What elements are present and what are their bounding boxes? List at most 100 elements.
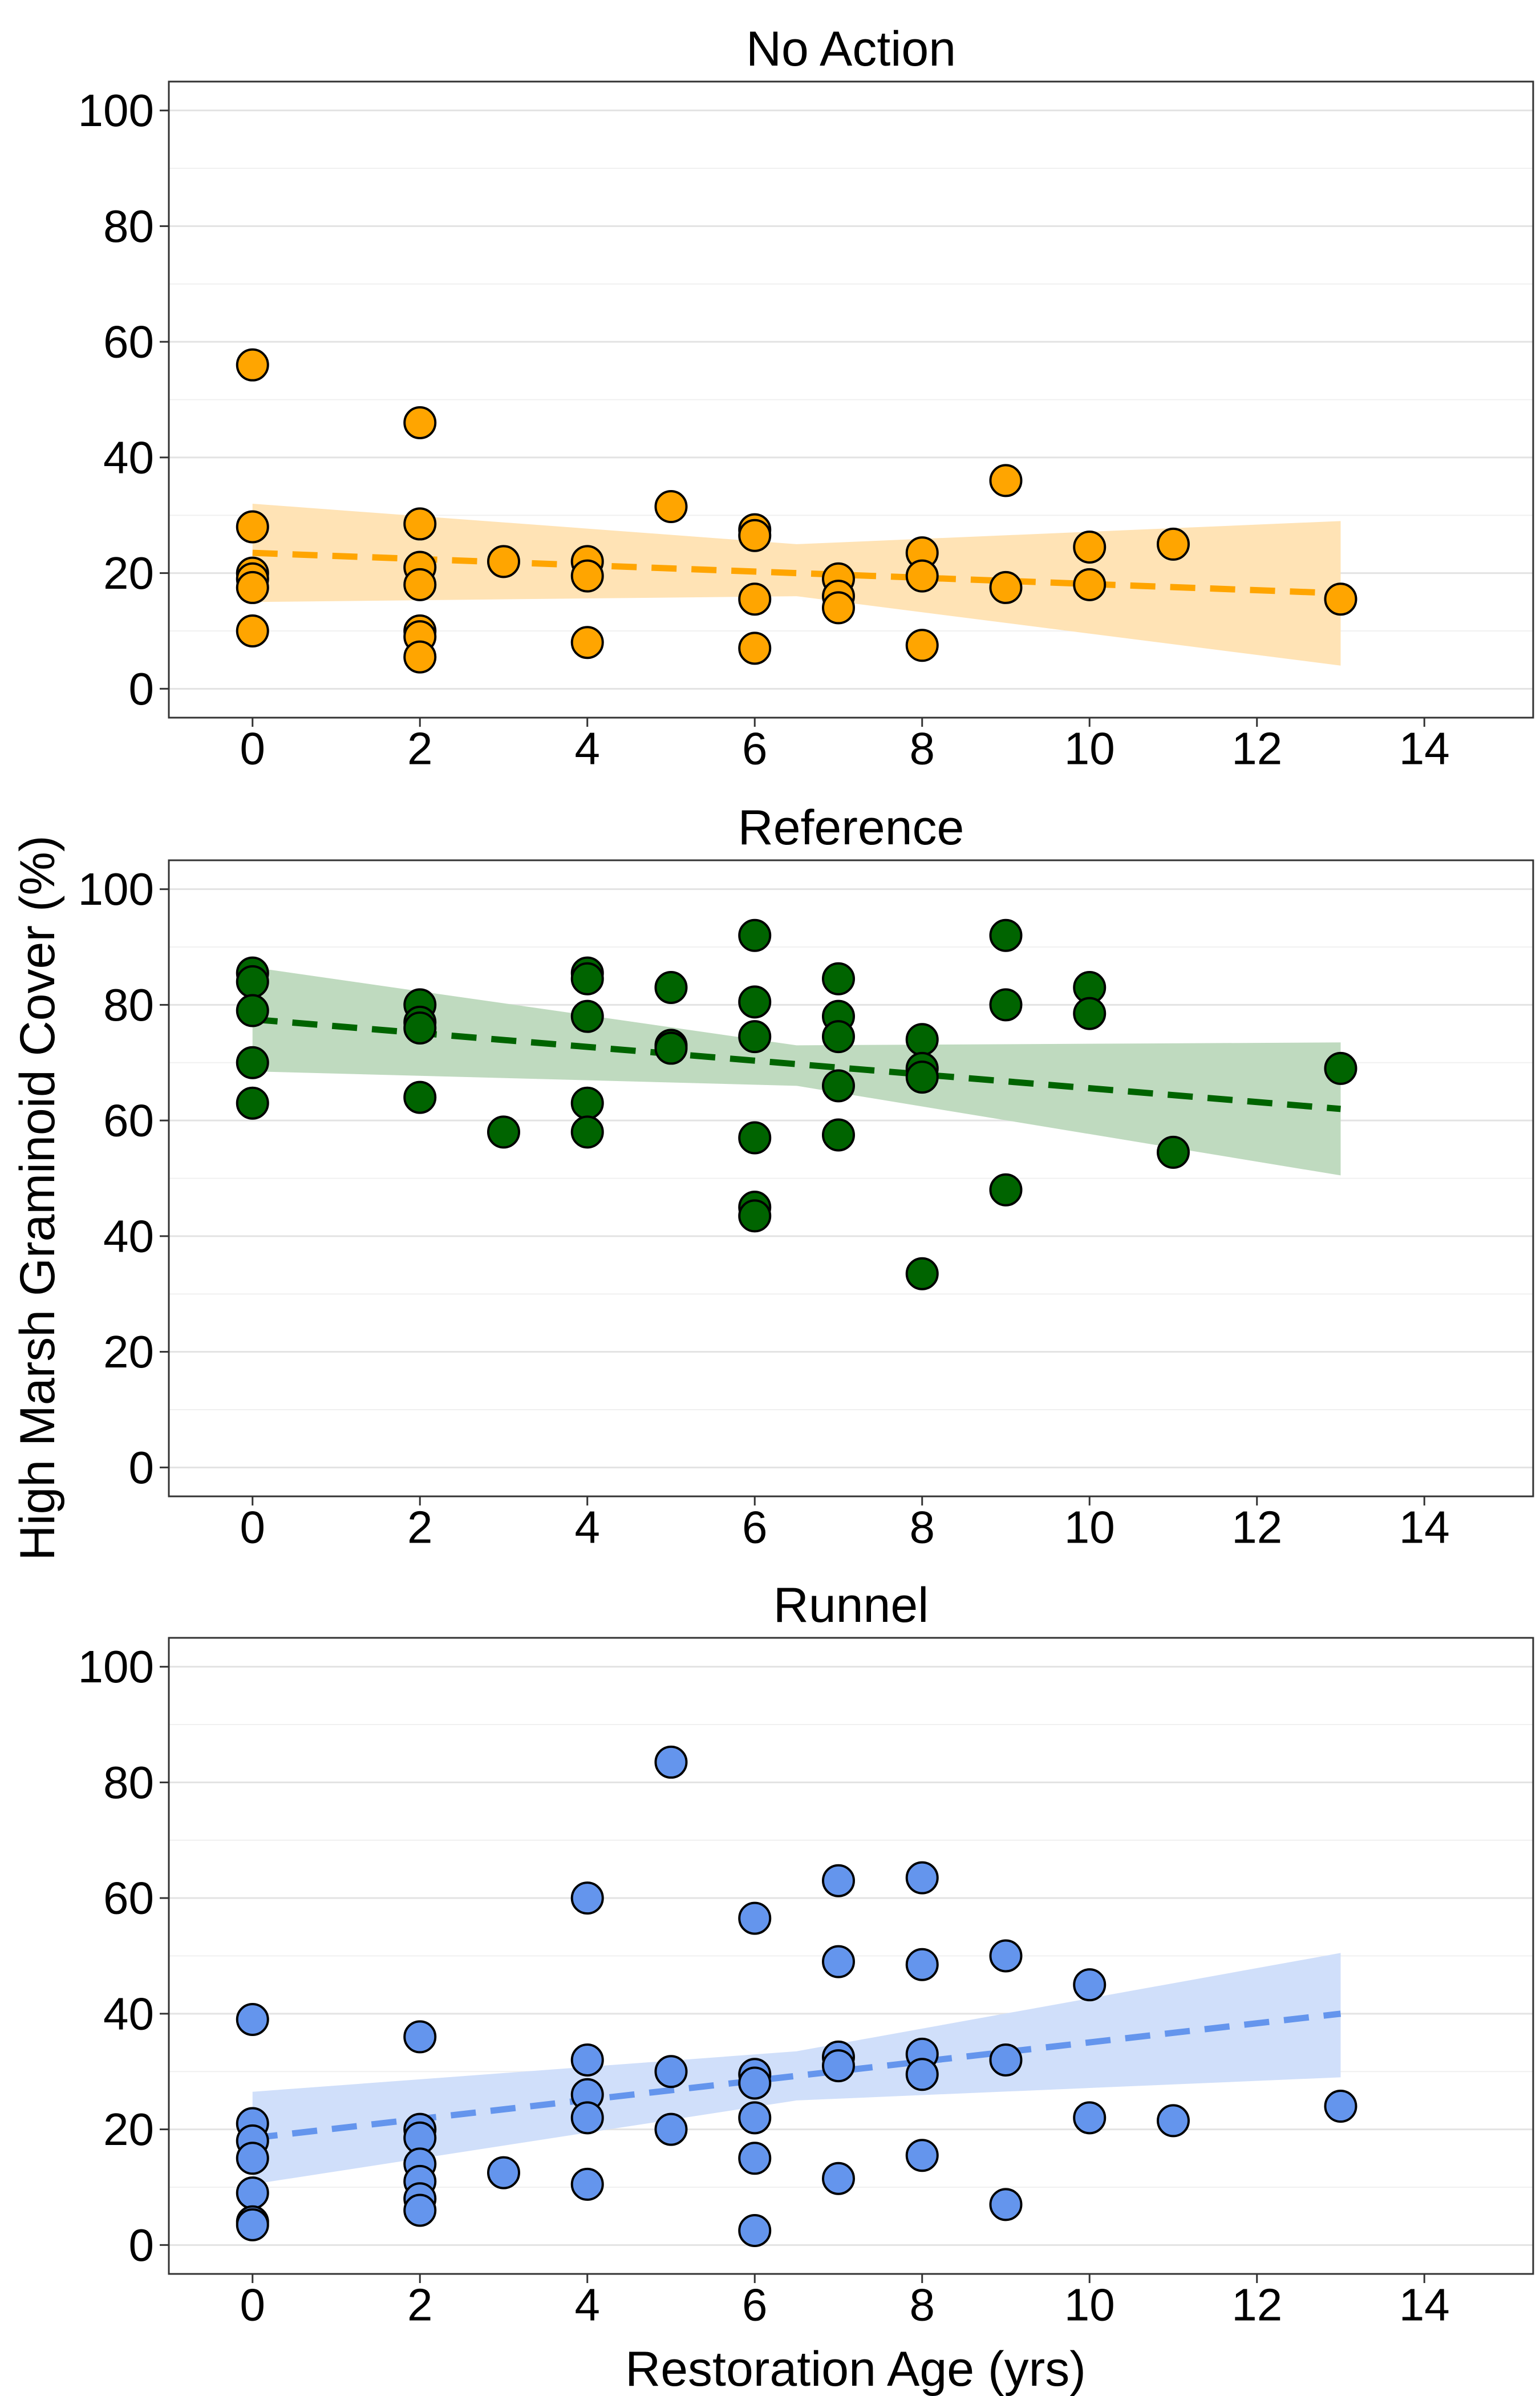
- data-point: [236, 348, 269, 382]
- data-point: [570, 1086, 604, 1120]
- data-point: [905, 2139, 939, 2172]
- x-tick-label: 6: [742, 2280, 768, 2330]
- data-point: [1073, 1968, 1107, 2002]
- x-tick-label: 10: [1064, 723, 1115, 774]
- data-point: [236, 1046, 269, 1079]
- data-point: [236, 2208, 269, 2241]
- data-point: [403, 406, 437, 440]
- data-point: [236, 570, 269, 604]
- x-tick-label: 4: [574, 2280, 600, 2330]
- panel-title: Reference: [738, 800, 964, 855]
- data-point: [905, 629, 939, 662]
- x-tick-label: 6: [742, 723, 768, 774]
- data-point: [821, 962, 855, 995]
- data-point: [821, 1118, 855, 1152]
- data-point: [821, 2162, 855, 2195]
- data-point: [236, 2176, 269, 2210]
- x-tick-label: 4: [574, 1502, 600, 1553]
- data-point: [905, 1061, 939, 1094]
- data-point: [403, 1011, 437, 1045]
- data-point: [738, 1020, 772, 1054]
- y-tick-label: 20: [103, 2104, 154, 2155]
- y-tick-label: 40: [103, 432, 154, 483]
- data-point: [654, 490, 688, 524]
- panel-title: No Action: [746, 22, 956, 76]
- plot-frame: [168, 859, 1534, 1498]
- data-point: [738, 2101, 772, 2135]
- y-tick-label: 60: [103, 1095, 154, 1146]
- y-tick-label: 60: [103, 317, 154, 367]
- data-point: [403, 640, 437, 674]
- data-point: [570, 1115, 604, 1149]
- data-point: [738, 582, 772, 616]
- data-point: [570, 1881, 604, 1915]
- data-point: [654, 971, 688, 1004]
- data-point: [738, 1199, 772, 1233]
- data-point: [905, 1257, 939, 1290]
- panel-no-action: No Action 0 20 40 60 80 100 0 2 4 6 8 10 12 14: [78, 22, 1534, 774]
- y-axis-title: High Marsh Graminoid Cover (%): [10, 835, 65, 1560]
- x-tick-label: 2: [407, 723, 433, 774]
- data-point: [1073, 2101, 1107, 2135]
- data-point: [738, 632, 772, 665]
- plot-frame: [168, 80, 1534, 719]
- y-tick-label: 100: [78, 1641, 154, 1692]
- y-tick-label: 60: [103, 1873, 154, 1924]
- confidence-band: [252, 967, 1341, 1176]
- y-tick-label: 100: [78, 85, 154, 136]
- x-tick-label: 8: [909, 2280, 935, 2330]
- y-tick-label: 0: [129, 2220, 155, 2270]
- data-point: [905, 1023, 939, 1057]
- x-tick-label: 8: [909, 723, 935, 774]
- y-tick-label: 100: [78, 864, 154, 914]
- data-point: [738, 985, 772, 1019]
- x-tick-label: 0: [240, 2280, 265, 2330]
- x-tick-label: 14: [1399, 1502, 1450, 1553]
- confidence-band: [252, 1953, 1341, 2184]
- x-tick-label: 14: [1399, 723, 1450, 774]
- data-point: [570, 626, 604, 659]
- data-point: [654, 1031, 688, 1065]
- data-point: [989, 988, 1023, 1022]
- data-point: [403, 568, 437, 601]
- data-point: [1156, 1135, 1190, 1169]
- x-tick-label: 2: [407, 1502, 433, 1553]
- data-point: [821, 1069, 855, 1103]
- data-point: [821, 1945, 855, 1978]
- panel-title: Runnel: [773, 1578, 929, 1633]
- data-point: [1324, 2090, 1357, 2123]
- x-tick-label: 12: [1231, 1502, 1282, 1553]
- data-point: [905, 1861, 939, 1895]
- data-point: [236, 2003, 269, 2036]
- plot-frame: [168, 1637, 1534, 2275]
- data-point: [989, 2043, 1023, 2077]
- data-point: [1073, 997, 1107, 1030]
- data-point: [989, 918, 1023, 952]
- y-tick-label: 80: [103, 980, 154, 1030]
- x-tick-label: 10: [1064, 2280, 1115, 2330]
- x-tick-label: 0: [240, 1502, 265, 1553]
- data-point: [1073, 568, 1107, 601]
- data-point: [236, 614, 269, 647]
- panel-reference: Reference 0 20 40 60 80 100 0 2 4 6 8 10 12 14: [78, 800, 1534, 1553]
- y-tick-label: 80: [103, 201, 154, 252]
- data-point: [236, 965, 269, 998]
- data-point: [570, 999, 604, 1033]
- data-point: [821, 2049, 855, 2083]
- data-point: [1073, 530, 1107, 564]
- data-point: [403, 2020, 437, 2054]
- data-point: [1324, 582, 1357, 616]
- trend-line: [252, 2010, 1342, 2142]
- data-point: [905, 559, 939, 593]
- x-tick-label: 14: [1399, 2280, 1450, 2330]
- y-tick-label: 40: [103, 1211, 154, 1261]
- x-tick-label: 2: [407, 2280, 433, 2330]
- y-tick-label: 20: [103, 548, 154, 598]
- data-point: [821, 1864, 855, 1897]
- data-point: [236, 1086, 269, 1120]
- x-tick-label: 8: [909, 1502, 935, 1553]
- data-point: [236, 510, 269, 544]
- data-point: [1156, 2104, 1190, 2138]
- data-point: [236, 994, 269, 1027]
